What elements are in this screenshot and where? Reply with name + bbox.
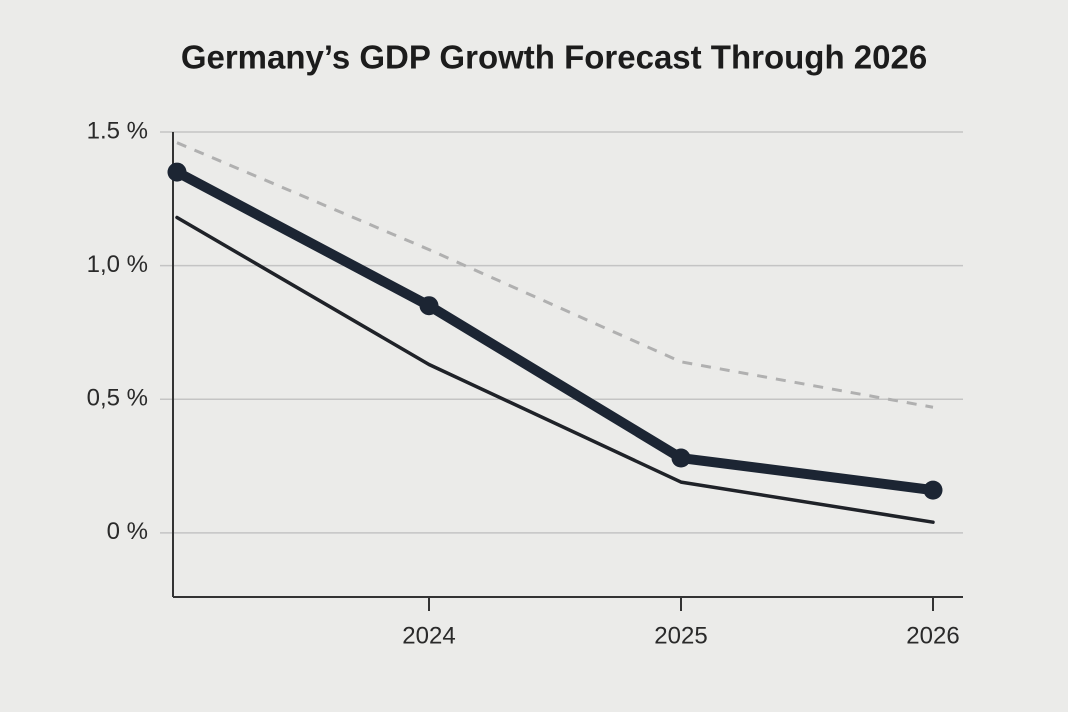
data-point bbox=[671, 448, 691, 468]
x-tick-label: 2025 bbox=[654, 622, 707, 649]
y-tick-label: 0 % bbox=[107, 518, 148, 545]
series-line bbox=[172, 167, 938, 496]
y-tick-label: 1.5 % bbox=[87, 117, 148, 144]
data-point bbox=[167, 162, 187, 182]
data-point bbox=[419, 296, 439, 316]
y-tick-label: 1,0 % bbox=[87, 251, 148, 278]
x-tick-label: 2024 bbox=[402, 622, 455, 649]
series-line bbox=[176, 141, 934, 409]
chart-title: Germany’s GDP Growth Forecast Through 20… bbox=[181, 39, 927, 76]
y-tick-label: 0,5 % bbox=[87, 385, 148, 412]
x-tick-label: 2026 bbox=[906, 622, 959, 649]
data-point bbox=[923, 480, 943, 500]
series-line bbox=[175, 215, 935, 524]
